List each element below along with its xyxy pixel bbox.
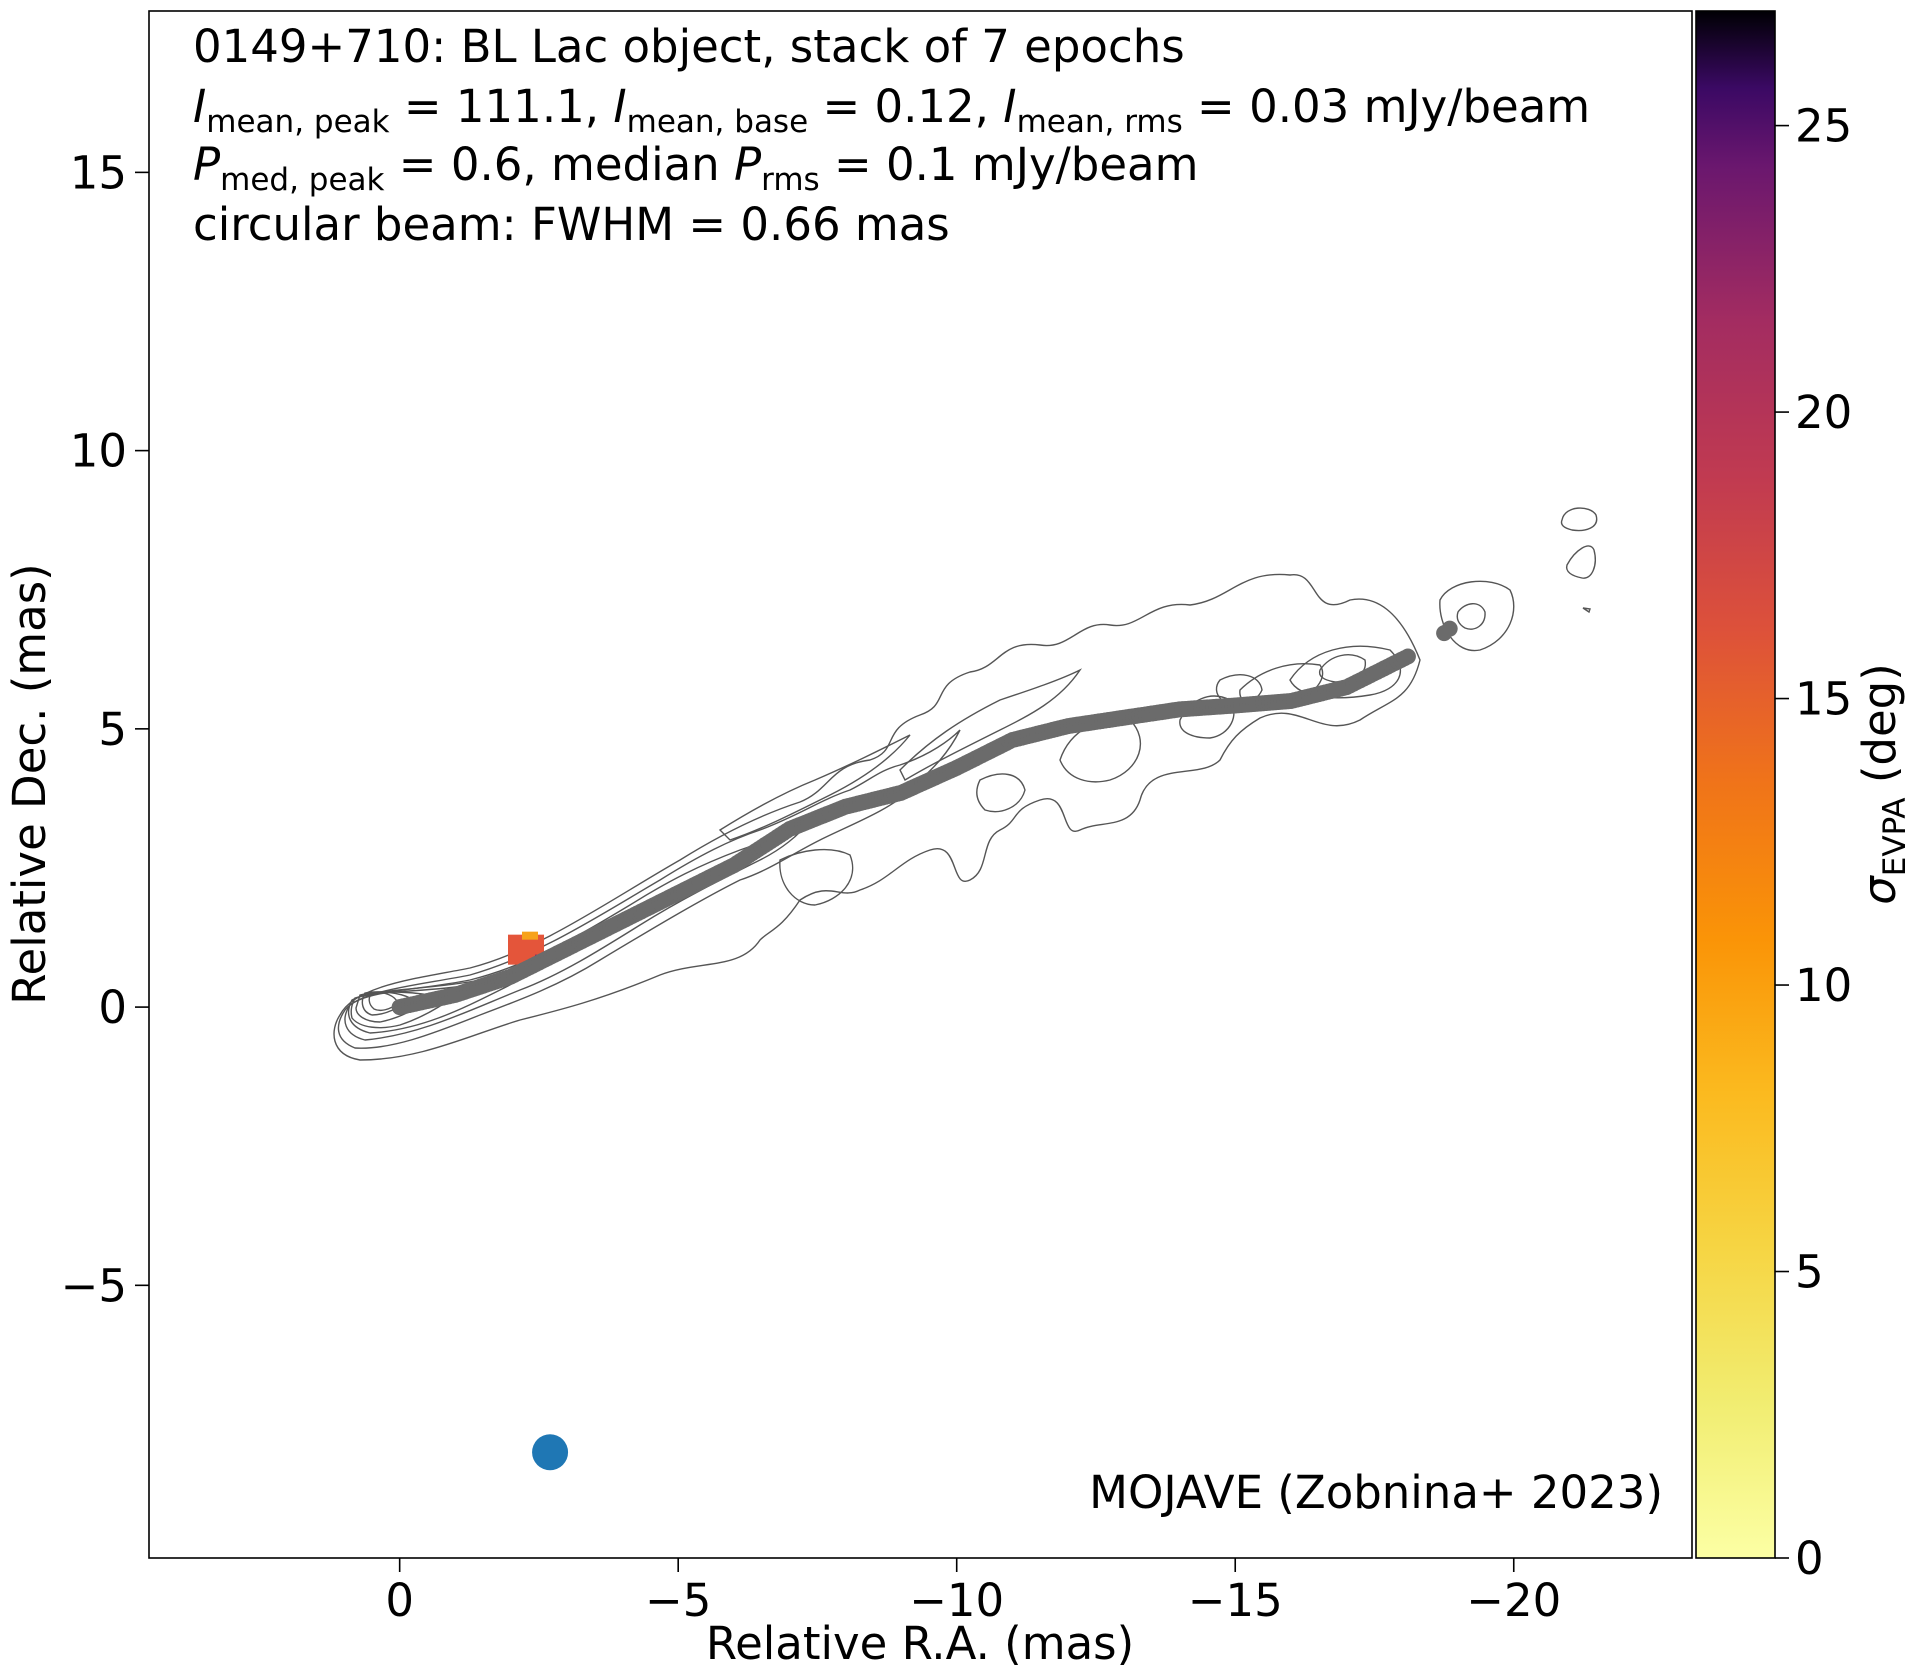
- colorbar-tick-label: 0: [1795, 1532, 1824, 1585]
- annotation-line1: 0149+710: BL Lac object, stack of 7 epoc…: [193, 20, 1185, 73]
- annotation-line3: Pmed, peak = 0.6, median Prms = 0.1 mJy/…: [193, 138, 1198, 198]
- credit-text: MOJAVE (Zobnina+ 2023): [1089, 1466, 1663, 1519]
- ridgeline-point: [1399, 648, 1416, 665]
- contour-knot-4: [1565, 545, 1596, 579]
- contour-lower-2: [976, 773, 1026, 813]
- annotation-block: 0149+710: BL Lac object, stack of 7 epoc…: [193, 20, 1590, 251]
- y-tick-label: 0: [98, 981, 127, 1034]
- contour-9: [718, 734, 911, 841]
- contour-outer: [333, 573, 1421, 1061]
- contour-7: [361, 991, 412, 1016]
- x-tick-label: −15: [1188, 1574, 1283, 1627]
- x-tick-label: −5: [645, 1574, 711, 1627]
- annotation-line2: Imean, peak = 111.1, Imean, base = 0.12,…: [193, 80, 1590, 140]
- y-axis-label: Relative Dec. (mas): [3, 563, 56, 1004]
- colorbar-ticks: 0 5 10 15 20 25: [1775, 100, 1852, 1585]
- colorbar-tick-label: 20: [1795, 386, 1852, 439]
- x-tick-label: 0: [385, 1574, 414, 1627]
- x-tick-label: −10: [909, 1574, 1004, 1627]
- y-tick-label: 15: [70, 146, 127, 199]
- intensity-contours: [333, 507, 1598, 1061]
- ridgeline: [391, 620, 1458, 1016]
- colorbar-tick-label: 10: [1795, 959, 1852, 1012]
- contour-2: [337, 729, 961, 1049]
- colorbar-label: σEVPA (deg): [1853, 663, 1905, 904]
- x-tick-label: −20: [1466, 1574, 1561, 1627]
- ridgeline-point: [1436, 625, 1453, 642]
- sigma-evpa-pixel: [522, 931, 539, 940]
- contour-lower-1: [779, 848, 854, 906]
- y-tick-label: −5: [61, 1259, 127, 1312]
- contour-10: [899, 668, 1083, 781]
- beam-circle: [532, 1434, 569, 1471]
- x-axis-label: Relative R.A. (mas): [706, 1617, 1134, 1670]
- contour-12: [1179, 695, 1235, 739]
- y-tick-label: 5: [98, 703, 127, 756]
- colorbar-tick-label: 25: [1795, 100, 1852, 153]
- y-tick-label: 10: [70, 425, 127, 478]
- colorbar-tick-label: 15: [1795, 673, 1852, 726]
- contour-knot-3: [1560, 507, 1598, 532]
- colorbar-tick-label: 5: [1795, 1246, 1824, 1299]
- colorbar: [1695, 10, 1776, 1559]
- contour-knot-5: [1582, 607, 1591, 614]
- y-axis-ticks: −5 0 5 10 15: [61, 146, 149, 1312]
- contour-knot-2: [1456, 603, 1486, 630]
- annotation-line4: circular beam: FWHM = 0.66 mas: [193, 198, 950, 251]
- contour-5: [350, 984, 471, 1029]
- x-axis-ticks: 0 −5 −10 −15 −20: [385, 1558, 1561, 1627]
- contour-8: [368, 991, 399, 1012]
